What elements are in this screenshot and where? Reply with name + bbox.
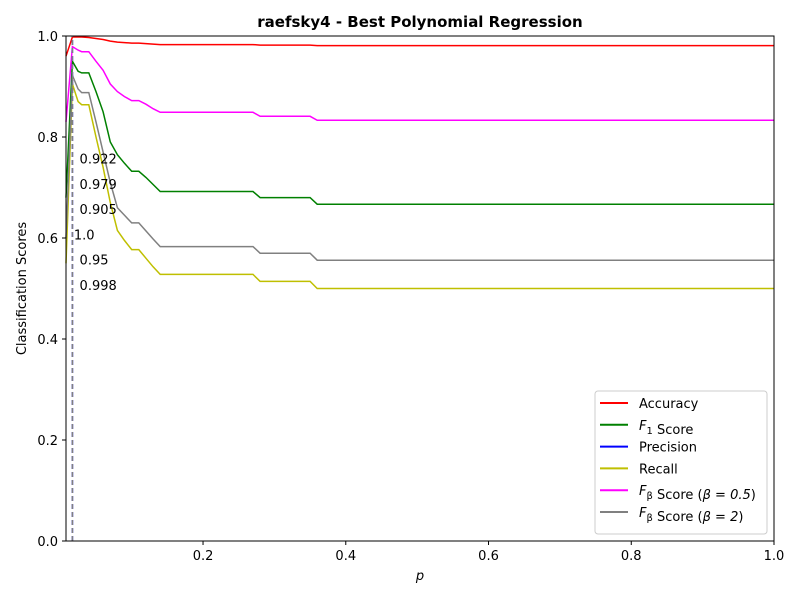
series-line-1 [65, 58, 774, 205]
annotation-label: 0.922 [80, 153, 117, 168]
y-tick-label: 0.4 [37, 333, 58, 348]
x-tick-label: 0.8 [621, 549, 642, 564]
legend-box [594, 390, 768, 535]
y-axis-label: Classification Scores [15, 222, 30, 356]
annotation-label: 1.0 [74, 228, 95, 243]
series-layer [65, 36, 774, 541]
legend: Accuracy F1 Score Precision Recall Fβ Score … [594, 390, 768, 535]
series-line-4 [65, 45, 774, 122]
x-tick-label: 0.2 [193, 549, 214, 564]
annotation-label: 0.998 [80, 279, 117, 294]
y-tick-label: 1.0 [37, 30, 58, 45]
y-tick-label: 0.6 [37, 232, 58, 247]
x-tick-label: 1.0 [764, 549, 785, 564]
series-line-5 [65, 75, 774, 261]
series-line-3 [65, 83, 774, 290]
legend-label-f-beta-score-beta-2: Fβ Score (β = 2) [639, 506, 743, 525]
chart-title: raefsky4 - Best Polynomial Regression [257, 13, 582, 31]
plot-frame [65, 35, 775, 542]
y-tick-label: 0.2 [37, 434, 58, 449]
plot-area: 0.922 0.979 0.905 1.0 0.95 0.998 [65, 35, 775, 542]
x-tick-label: 0.6 [478, 549, 499, 564]
annotation-layer: 0.922 0.979 0.905 1.0 0.95 0.998 [74, 153, 117, 294]
y-axis: 0.0 0.2 0.4 0.6 0.8 1.0 [37, 30, 66, 550]
y-tick-label: 0.8 [37, 131, 58, 146]
legend-label-precision: Precision [639, 441, 697, 456]
series-line-0 [65, 36, 774, 57]
legend-label-accuracy: Accuracy [639, 397, 699, 412]
x-axis-label: p [415, 569, 424, 584]
legend-label-recall: Recall [639, 462, 678, 477]
x-axis: 0.2 0.4 0.6 0.8 1.0 [193, 541, 785, 564]
annotation-label: 0.905 [80, 203, 117, 218]
x-tick-label: 0.4 [335, 549, 356, 564]
annotation-label: 0.95 [80, 254, 109, 269]
legend-label-f-1-score: F1 Score [639, 419, 693, 438]
annotation-label: 0.979 [80, 178, 117, 193]
legend-label-f-beta-score-beta-0-5: Fβ Score (β = 0.5) [639, 484, 756, 503]
y-tick-label: 0.0 [37, 535, 58, 550]
